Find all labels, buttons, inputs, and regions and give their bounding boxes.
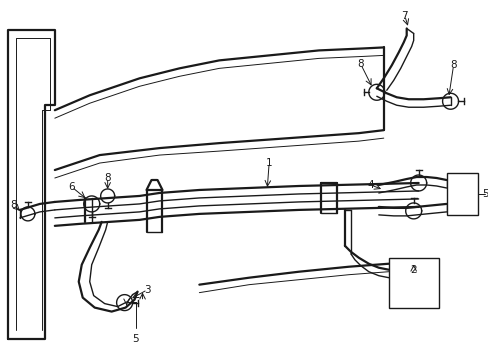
- Text: 8: 8: [104, 173, 111, 183]
- Text: 4: 4: [367, 180, 373, 190]
- Bar: [446, 173, 477, 215]
- Text: 5: 5: [482, 189, 488, 199]
- Text: 6: 6: [68, 182, 75, 192]
- Text: 5: 5: [132, 334, 139, 345]
- Text: 8: 8: [357, 59, 364, 69]
- Text: 8: 8: [11, 200, 17, 210]
- Text: 3: 3: [144, 285, 150, 294]
- Text: 8: 8: [449, 60, 456, 70]
- Text: 1: 1: [265, 158, 272, 168]
- Bar: [388, 258, 438, 307]
- Text: 2: 2: [409, 265, 416, 275]
- Text: 7: 7: [401, 10, 407, 21]
